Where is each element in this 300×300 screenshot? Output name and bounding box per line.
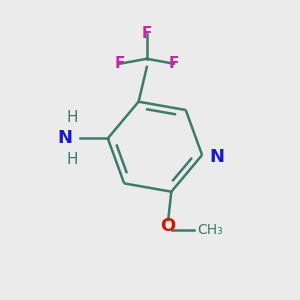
Text: F: F bbox=[142, 26, 152, 41]
Text: H: H bbox=[66, 110, 78, 125]
Text: F: F bbox=[115, 56, 125, 71]
Text: H: H bbox=[66, 152, 78, 166]
Text: CH₃: CH₃ bbox=[197, 223, 223, 237]
Text: N: N bbox=[57, 129, 72, 147]
Text: O: O bbox=[160, 218, 176, 236]
Text: F: F bbox=[169, 56, 179, 71]
Text: N: N bbox=[209, 148, 224, 166]
